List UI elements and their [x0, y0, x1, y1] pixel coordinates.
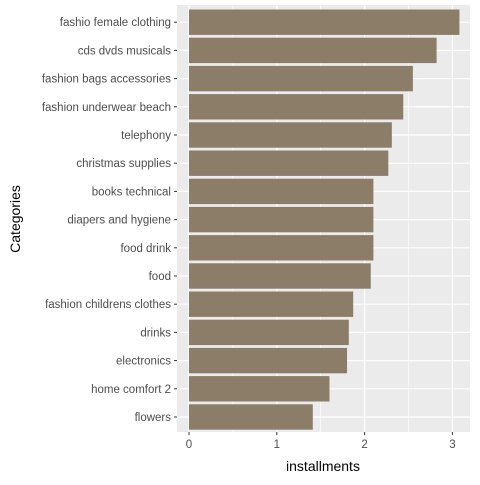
bar	[189, 206, 374, 233]
bar	[189, 178, 374, 205]
x-tick-label: 3	[449, 439, 455, 451]
bar	[189, 150, 389, 176]
y-tick-label: telephony	[121, 130, 171, 142]
bar	[189, 9, 460, 35]
x-tick-label: 2	[361, 439, 367, 451]
y-tick-label: christmas supplies	[76, 158, 171, 170]
bar	[189, 347, 348, 374]
x-tick-label: 0	[186, 439, 192, 451]
y-tick-label: cds dvds musicals	[78, 45, 172, 57]
bar	[189, 122, 392, 148]
bar	[189, 65, 413, 92]
y-tick-label: electronics	[116, 356, 171, 368]
bar	[189, 263, 371, 289]
y-tick-label: diapers and hygiene	[67, 215, 171, 227]
x-axis-title: installments	[286, 458, 360, 474]
y-tick-label: drinks	[140, 327, 171, 339]
y-tick-label: fashion underwear beach	[42, 102, 171, 114]
y-tick-label: flowers	[135, 412, 172, 424]
bar	[189, 291, 354, 317]
y-tick-label: books technical	[92, 186, 171, 198]
x-tick-labels: 0 1 2 3	[186, 432, 456, 451]
y-tick-label: home comfort 2	[91, 384, 171, 396]
y-tick-label: fashion childrens clothes	[45, 299, 171, 311]
y-tick-labels: fashio female clothing cds dvds musicals f…	[42, 17, 177, 424]
y-tick-label: food drink	[120, 243, 171, 255]
y-axis-title: Categories	[7, 185, 23, 253]
bars	[189, 9, 460, 430]
x-tick-label: 1	[274, 439, 280, 451]
y-tick-label: fashion bags accessories	[42, 74, 171, 86]
bar	[189, 235, 374, 261]
bar	[189, 319, 349, 346]
bar	[189, 376, 330, 402]
bar	[189, 94, 404, 120]
bar	[189, 37, 437, 64]
y-tick-label: fashio female clothing	[60, 17, 171, 29]
bar	[189, 404, 313, 430]
y-tick-label: food	[149, 271, 171, 283]
